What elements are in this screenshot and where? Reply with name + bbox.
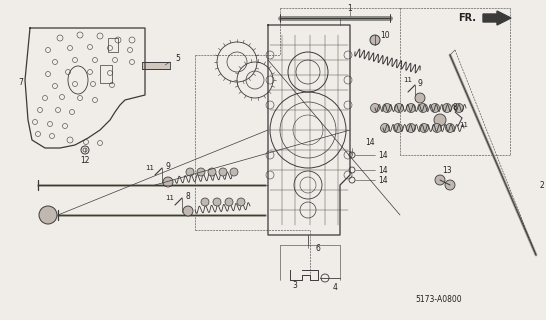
Text: 3: 3 [293,281,298,290]
Circle shape [370,35,380,45]
Circle shape [434,114,446,126]
Circle shape [454,103,464,113]
Text: 9: 9 [166,162,171,171]
Text: 6: 6 [316,244,321,252]
FancyArrow shape [483,11,511,25]
Circle shape [415,93,425,103]
Circle shape [186,168,194,176]
Text: 8: 8 [453,102,458,111]
Text: 13: 13 [442,165,452,174]
Text: 10: 10 [380,30,390,39]
Circle shape [442,103,452,113]
Circle shape [183,206,193,216]
Text: 14: 14 [378,175,388,185]
Bar [142,62,170,69]
Circle shape [395,103,403,113]
Circle shape [197,168,205,176]
Circle shape [430,103,440,113]
Text: 7: 7 [18,77,23,86]
Text: 14: 14 [378,150,388,159]
Circle shape [383,103,391,113]
Text: 11: 11 [145,165,155,171]
Bar [108,38,118,52]
Text: 5173-A0800: 5173-A0800 [415,295,461,305]
Circle shape [163,177,173,187]
Circle shape [446,124,454,132]
Circle shape [219,168,227,176]
Circle shape [208,168,216,176]
Circle shape [371,103,379,113]
Circle shape [432,124,442,132]
Circle shape [445,180,455,190]
Circle shape [201,198,209,206]
Text: 8: 8 [186,191,191,201]
Text: 2: 2 [540,180,545,189]
Text: 12: 12 [80,156,90,164]
Circle shape [419,124,429,132]
Circle shape [418,103,428,113]
Text: 9: 9 [418,78,423,87]
Circle shape [435,175,445,185]
Circle shape [39,206,57,224]
Circle shape [230,168,238,176]
Circle shape [213,198,221,206]
Text: 11: 11 [460,122,468,128]
Circle shape [407,103,416,113]
Circle shape [237,198,245,206]
Text: 11: 11 [403,77,412,83]
Bar [100,65,112,83]
Circle shape [381,124,389,132]
Circle shape [407,124,416,132]
Text: 11: 11 [165,195,175,201]
Text: 1: 1 [348,4,352,12]
Text: 5: 5 [175,53,180,62]
Circle shape [225,198,233,206]
Text: 14: 14 [365,138,375,147]
Text: 14: 14 [378,165,388,174]
Circle shape [394,124,402,132]
Text: FR.: FR. [458,13,476,23]
Text: 4: 4 [333,283,337,292]
